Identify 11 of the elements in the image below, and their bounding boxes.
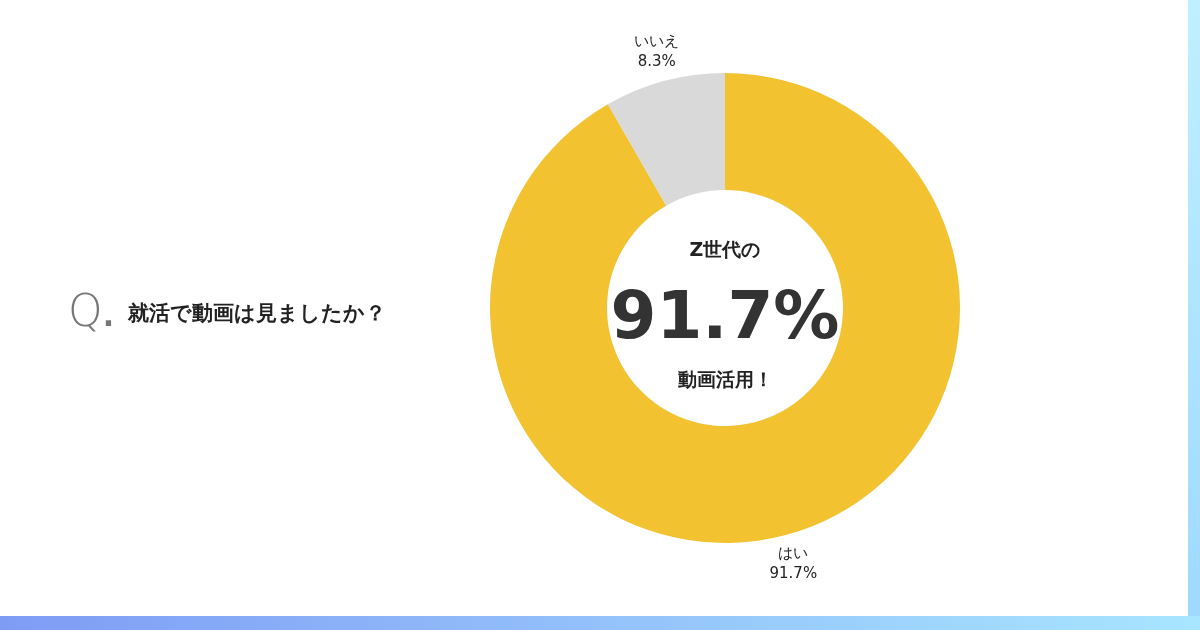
donut-slice — [607, 73, 725, 206]
text: 就活で動画は見ましたか？ — [127, 301, 386, 325]
text: 91.7% — [610, 277, 840, 354]
text: 動画活用！ — [676, 368, 773, 390]
donut-slice — [490, 73, 960, 543]
text: Q. — [68, 285, 115, 336]
data-label: 91.7% — [769, 564, 818, 583]
data-label: 8.3% — [637, 51, 676, 70]
slice-label: いいえ — [634, 31, 680, 50]
slice-label: はい — [778, 544, 809, 563]
text: Z世代の — [689, 238, 761, 260]
